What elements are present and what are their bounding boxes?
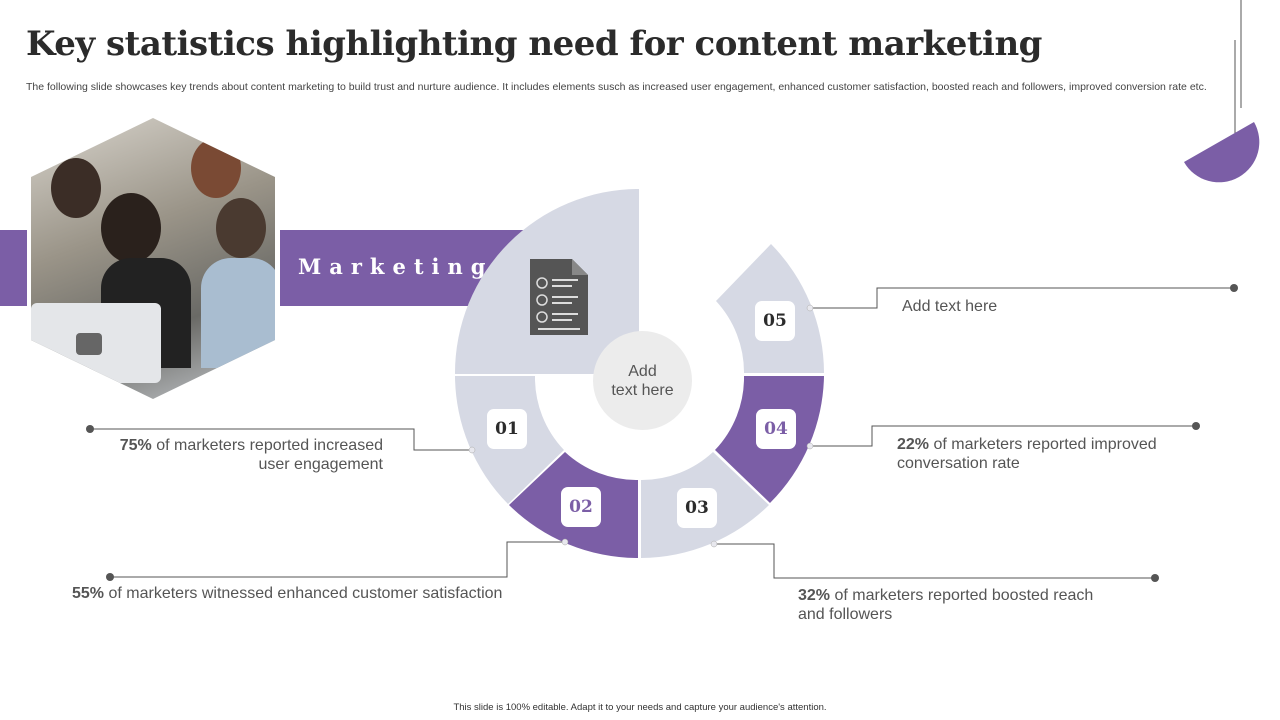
page-subtitle: The following slide showcases key trends… (26, 81, 1207, 93)
segment-number-01: 01 (487, 409, 527, 449)
footer-note: This slide is 100% editable. Adapt it to… (453, 702, 827, 713)
purple-band-left (0, 230, 27, 306)
stat-03-text: of marketers reported boosted reach and … (798, 587, 1094, 623)
stat-05: Add text here (902, 298, 998, 315)
stat-02-percent: 55% (72, 585, 105, 602)
stat-01: 75% of marketers reported increased user… (100, 436, 383, 474)
corner-decoration (1184, 0, 1260, 183)
segment-number-03: 03 (677, 488, 717, 528)
stat-03-percent: 32% (798, 587, 831, 604)
band-label: Marketing (298, 254, 494, 279)
stat-01-percent: 75% (119, 437, 152, 454)
stat-02: 55% of marketers witnessed enhanced cust… (72, 584, 512, 603)
center-text: Add text here (593, 331, 692, 430)
stat-04-percent: 22% (897, 436, 930, 453)
stat-04: 22% of marketers reported improved conve… (897, 435, 1177, 473)
stat-03: 32% of marketers reported boosted reach … (798, 586, 1108, 624)
document-dollar-icon (530, 259, 588, 335)
page-title: Key statistics highlighting need for con… (26, 24, 1042, 64)
segment-number-05: 05 (755, 301, 795, 341)
stat-04-text: of marketers reported improved conversat… (897, 436, 1157, 472)
segment-number-04: 04 (756, 409, 796, 449)
stat-01-text: of marketers reported increased user eng… (151, 437, 383, 473)
stat-02-text: of marketers witnessed enhanced customer… (104, 585, 503, 602)
segment-number-02: 02 (561, 487, 601, 527)
